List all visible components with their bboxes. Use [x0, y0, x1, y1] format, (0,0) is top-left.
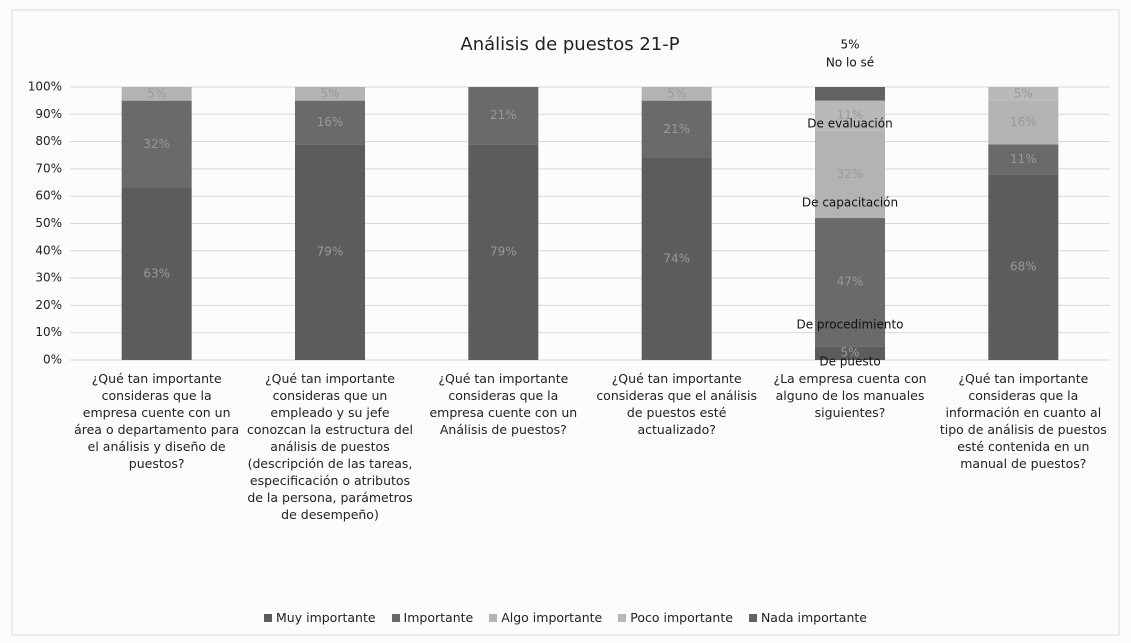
bar-segment	[988, 144, 1059, 175]
chart-title: Análisis de puestos 21-P	[460, 34, 679, 55]
legend-label: Algo importante	[501, 610, 603, 625]
bar-segment	[815, 218, 885, 347]
legend-item: Importante	[391, 610, 474, 625]
data-label: 79%	[317, 245, 344, 259]
legend: Muy importante Importante Algo importante P…	[0, 610, 1131, 625]
bar-segment	[121, 87, 192, 101]
annotation: De capacitación	[802, 195, 898, 209]
data-label: 79%	[490, 245, 517, 259]
legend-swatch	[489, 614, 498, 622]
bar-segment	[295, 100, 365, 145]
x-tick-label: ¿Qué tan importante consideras que la in…	[939, 371, 1107, 471]
annotation: De puesto	[819, 355, 880, 369]
bar-segment	[815, 130, 885, 219]
legend-item: Muy importante	[264, 610, 376, 625]
y-tick-label: 60%	[35, 189, 62, 203]
x-tick-label: ¿Qué tan importante consideras que un em…	[247, 371, 413, 522]
bar-segment	[815, 346, 885, 360]
y-tick-label: 90%	[35, 107, 62, 121]
data-label: 11%	[837, 108, 864, 122]
data-label: 5%	[840, 38, 859, 52]
data-label: 11%	[1010, 152, 1037, 166]
data-label: 21%	[490, 108, 517, 122]
bar-segment	[295, 87, 365, 101]
x-tick-label: ¿Qué tan importante consideras que el an…	[596, 371, 757, 437]
data-label: 63%	[143, 267, 170, 281]
y-tick-label: 80%	[35, 134, 62, 148]
bar-segment	[295, 144, 365, 360]
legend-label: Muy importante	[276, 610, 376, 625]
data-label: 74%	[663, 251, 690, 265]
legend-item: Algo importante	[489, 610, 602, 625]
legend-swatch	[748, 614, 757, 622]
legend-item: Poco importante	[618, 610, 733, 625]
bar-segment	[468, 144, 539, 360]
bar-segment	[121, 100, 192, 189]
data-label: 16%	[1010, 115, 1037, 129]
data-label: 47%	[837, 275, 864, 289]
data-label: 5%	[1014, 86, 1033, 100]
bar-segment	[988, 174, 1059, 360]
bar-segment	[815, 100, 885, 131]
bar-segment	[988, 100, 1059, 145]
legend-label: Importante	[403, 610, 474, 625]
legend-swatch	[264, 614, 273, 622]
bar-segment	[468, 87, 539, 145]
y-tick-label: 100%	[28, 80, 62, 94]
bar-segment	[641, 100, 712, 158]
y-tick-label: 70%	[35, 161, 62, 175]
data-label: 5%	[840, 346, 859, 360]
data-label: 32%	[837, 167, 864, 181]
bar-segment	[815, 87, 885, 101]
y-tick-label: 30%	[35, 271, 62, 285]
y-tick-label: 10%	[35, 325, 62, 339]
annotation: De procedimiento	[796, 318, 903, 332]
legend-swatch	[391, 614, 400, 622]
x-tick-label: ¿La empresa cuenta con alguno de los man…	[773, 371, 927, 420]
y-tick-label: 20%	[35, 298, 62, 312]
annotation: De evaluación	[807, 117, 892, 131]
legend-label: Nada importante	[760, 610, 867, 625]
data-label: 21%	[663, 122, 690, 136]
data-label: 5%	[667, 86, 686, 100]
data-label: 5%	[320, 86, 339, 100]
x-tick-label: ¿Qué tan importante consideras que la em…	[429, 371, 578, 437]
y-tick-label: 40%	[35, 243, 62, 257]
annotation: No lo sé	[826, 56, 874, 70]
data-label: 32%	[143, 137, 170, 151]
bar-segment	[641, 157, 712, 360]
legend-swatch	[618, 614, 627, 622]
frame	[11, 9, 1120, 636]
y-tick-label: 50%	[35, 216, 62, 230]
legend-label: Poco importante	[630, 610, 733, 625]
bar-segment	[641, 87, 712, 101]
x-tick-label: ¿Qué tan importante consideras que la em…	[74, 371, 240, 471]
legend-item: Nada importante	[748, 610, 867, 625]
bar-segment	[988, 87, 1059, 101]
data-label: 68%	[1010, 260, 1037, 274]
data-label: 16%	[317, 115, 344, 129]
bar-segment	[121, 188, 192, 360]
data-label: 5%	[147, 86, 166, 100]
y-tick-label: 0%	[43, 353, 62, 367]
